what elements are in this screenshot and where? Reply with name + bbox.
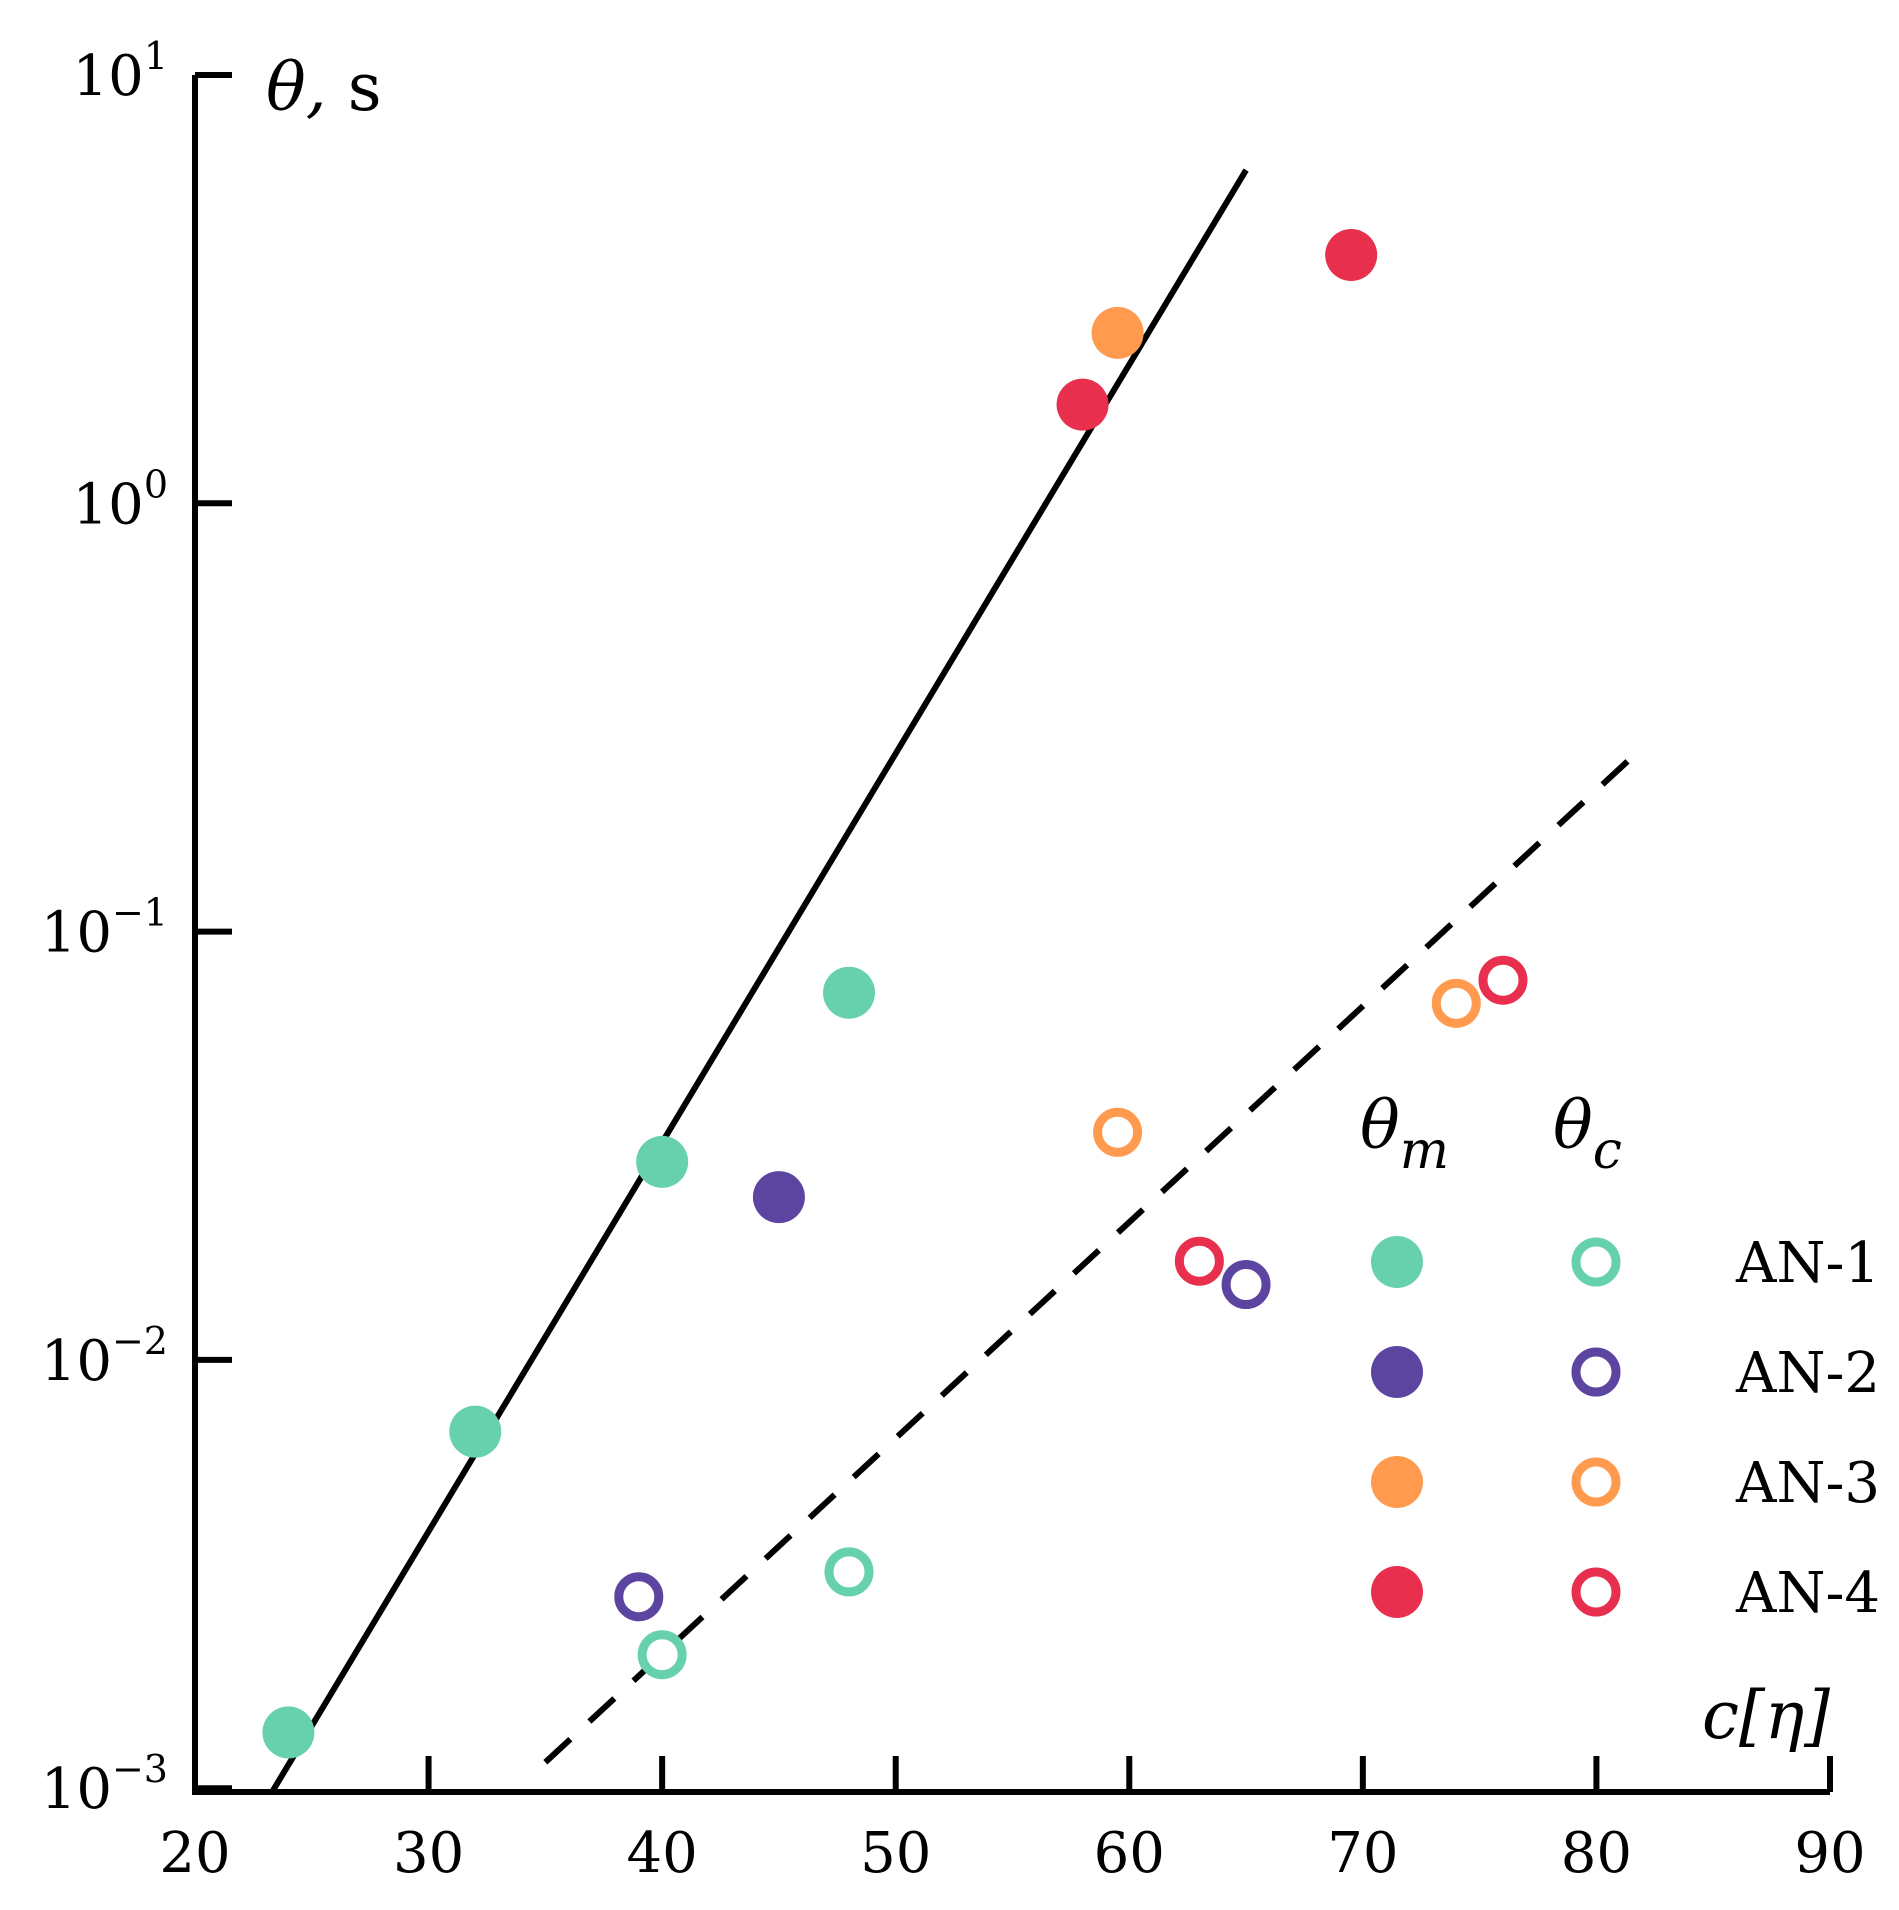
theta-c-point-an-3 (1431, 978, 1481, 1028)
y-tick-label: 10−1 (41, 891, 168, 966)
x-axis-title: c[η] (1702, 1677, 1830, 1754)
theta-m-point-an-1 (449, 1405, 502, 1458)
y-tick-label: 10−2 (41, 1319, 168, 1394)
x-tick-label: 40 (627, 1821, 698, 1886)
y-tick-exponent: 0 (144, 462, 168, 506)
y-tick-label: 100 (73, 462, 168, 537)
y-tick-label: 101 (73, 34, 168, 109)
legend-marker-filled (1371, 1456, 1423, 1508)
x-tick-label: 80 (1561, 1821, 1632, 1886)
y-tick-base: 10 (73, 472, 144, 537)
theta-m-point-an-4 (1056, 378, 1109, 431)
y-tick-base: 10 (41, 1757, 112, 1822)
legend-label: AN-4 (1735, 1561, 1880, 1626)
theta-m-point-an-3 (1091, 306, 1144, 359)
legend-label: AN-3 (1735, 1451, 1880, 1516)
y-tick-base: 10 (41, 901, 112, 966)
legend-marker-open (1571, 1237, 1621, 1287)
fit-line-theta-c (543, 744, 1646, 1765)
legend-label: AN-1 (1735, 1231, 1880, 1296)
legend-marker-filled (1371, 1566, 1423, 1618)
legend-label: AN-2 (1735, 1341, 1880, 1406)
theta-m-point-an-1 (262, 1706, 315, 1759)
y-tick-base: 10 (41, 1329, 112, 1394)
theta-m-point-an-4 (1325, 228, 1378, 281)
axes (192, 75, 1830, 1795)
y-axis-title-unit: s (327, 49, 382, 126)
y-tick-exponent: 1 (144, 34, 168, 78)
x-tick-label: 60 (1094, 1821, 1165, 1886)
theta-m-point-an-2 (752, 1171, 805, 1224)
y-axis-title: θ, s (266, 49, 382, 126)
fit-lines (269, 168, 1646, 1794)
x-tick-label: 90 (1794, 1821, 1865, 1886)
theta-c-point-an-3 (1093, 1107, 1143, 1157)
legend-marker-open (1571, 1567, 1621, 1617)
legend-header-subscript: c (1593, 1121, 1622, 1181)
legend-marker-open (1571, 1457, 1621, 1507)
x-tick-label: 50 (860, 1821, 931, 1886)
axis-titles: θ, s c[η] (266, 49, 1830, 1754)
x-tick-label: 20 (159, 1821, 230, 1886)
x-tick-label: 30 (393, 1821, 464, 1886)
theta-c-point-an-2 (614, 1572, 664, 1622)
data-points (262, 228, 1528, 1759)
legend-marker-filled (1371, 1236, 1423, 1288)
y-axis-title-symbol: θ, (266, 49, 327, 126)
theta-m-point-an-1 (636, 1135, 689, 1188)
y-tick-label: 10−3 (41, 1747, 168, 1822)
legend-header-subscript: m (1400, 1121, 1449, 1181)
theta-c-point-an-4 (1174, 1236, 1224, 1286)
fit-line-theta-m (269, 168, 1249, 1794)
legend-header-symbol: θ (1553, 1087, 1593, 1164)
y-tick-exponent: −3 (112, 1747, 168, 1791)
legend-header-symbol: θ (1360, 1087, 1400, 1164)
theta-m-point-an-1 (823, 966, 875, 1019)
legend-marker-open (1571, 1347, 1621, 1397)
y-tick-exponent: −2 (112, 1319, 168, 1363)
x-ticks: 20 30 40 50 60 70 80 90 (159, 1756, 1866, 1886)
legend-header: θm (1360, 1087, 1449, 1181)
theta-c-point-an-1 (637, 1630, 687, 1680)
y-tick-base: 10 (73, 44, 144, 109)
x-tick-label: 70 (1327, 1821, 1398, 1886)
theta-c-point-an-2 (1221, 1260, 1271, 1310)
theta-c-point-an-1 (824, 1547, 874, 1597)
legend-header: θc (1553, 1087, 1622, 1181)
theta-c-point-an-4 (1478, 955, 1528, 1005)
legend-marker-filled (1371, 1346, 1423, 1398)
y-tick-exponent: −1 (112, 891, 168, 935)
